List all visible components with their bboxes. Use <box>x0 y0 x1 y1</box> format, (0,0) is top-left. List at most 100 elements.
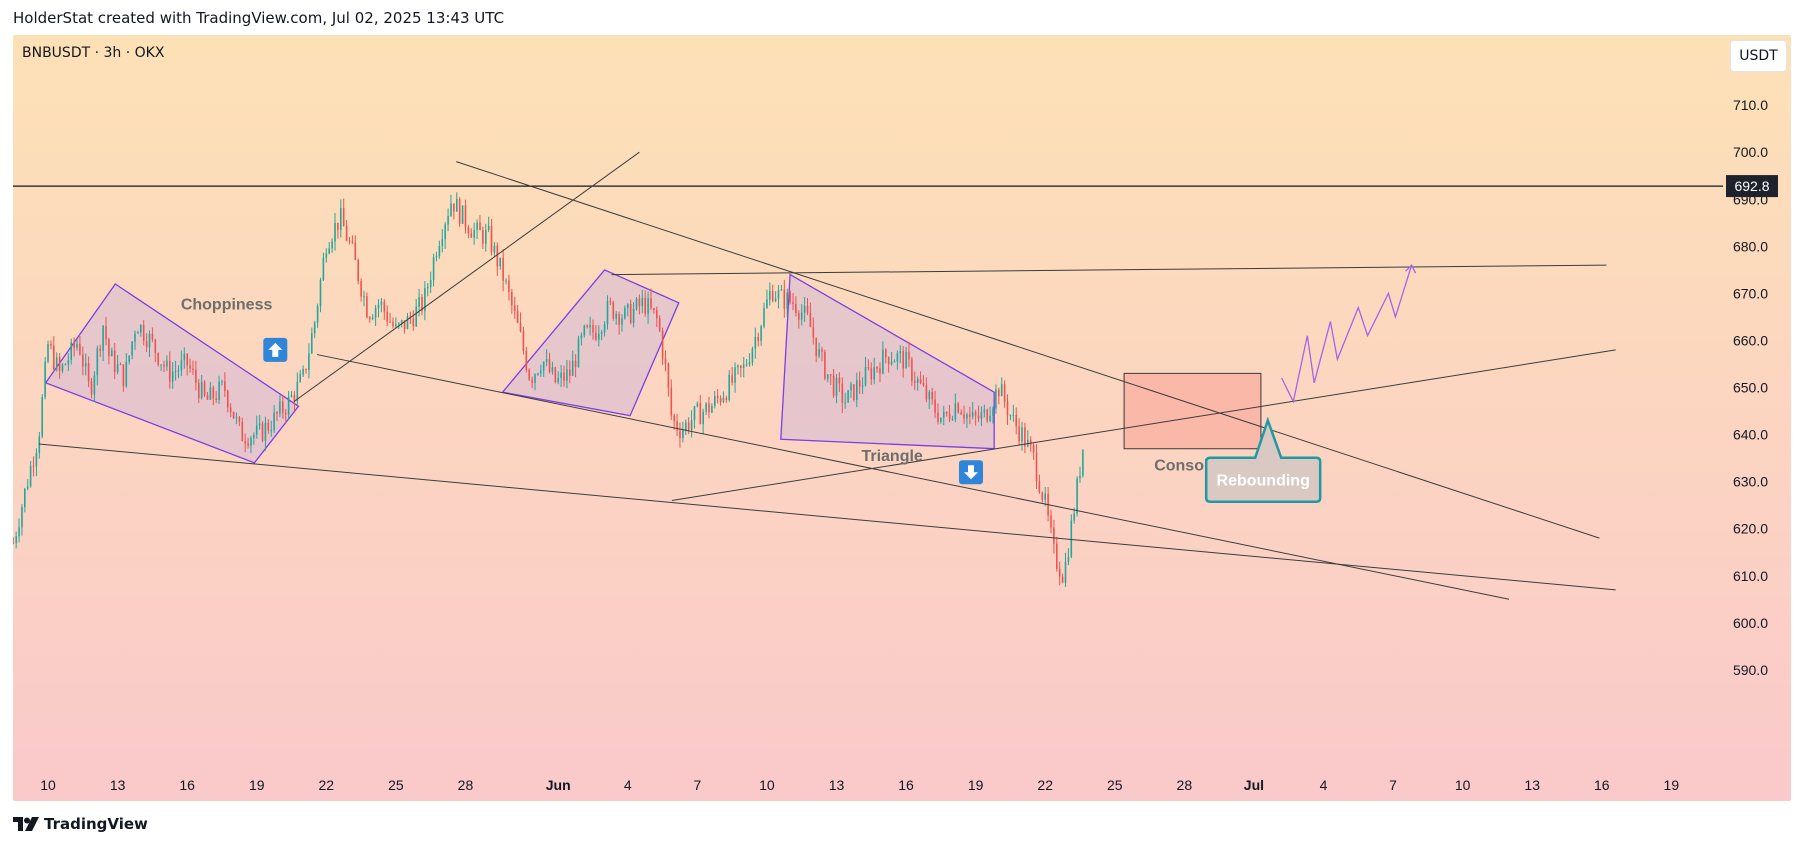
candle-body[interactable] <box>598 333 600 340</box>
candle-body[interactable] <box>563 372 565 381</box>
candle-body[interactable] <box>560 372 562 379</box>
candle-body[interactable] <box>716 396 719 398</box>
candle-body[interactable] <box>771 291 774 301</box>
signal-down-arrow-icon[interactable] <box>959 460 984 485</box>
candle-body[interactable] <box>348 240 351 242</box>
candle-body[interactable] <box>250 438 252 446</box>
candle-body[interactable] <box>270 430 272 432</box>
candle-body[interactable] <box>815 337 817 357</box>
candle-body[interactable] <box>195 369 197 383</box>
candle-body[interactable] <box>116 364 119 372</box>
candle-body[interactable] <box>540 370 542 374</box>
candle-body[interactable] <box>450 203 452 217</box>
candle-body[interactable] <box>641 297 644 307</box>
candle-body[interactable] <box>392 321 394 327</box>
candle-body[interactable] <box>232 411 235 419</box>
candle-body[interactable] <box>803 305 806 313</box>
candle-body[interactable] <box>554 367 557 383</box>
candle-body[interactable] <box>667 363 670 388</box>
candle-body[interactable] <box>522 331 525 351</box>
candle-body[interactable] <box>687 422 690 430</box>
candle-body[interactable] <box>383 301 386 312</box>
candle-body[interactable] <box>769 291 771 300</box>
candle-body[interactable] <box>615 313 617 319</box>
candle-body[interactable] <box>693 406 696 420</box>
candle-body[interactable] <box>154 339 157 354</box>
candle-body[interactable] <box>342 208 345 227</box>
candle-body[interactable] <box>267 422 270 431</box>
candle-body[interactable] <box>583 325 586 336</box>
candle-body[interactable] <box>363 296 365 298</box>
candle-body[interactable] <box>612 302 615 319</box>
candle-body[interactable] <box>203 381 206 396</box>
candle-body[interactable] <box>403 320 406 330</box>
candle-body[interactable] <box>824 351 826 379</box>
candle-body[interactable] <box>931 392 933 400</box>
candle-body[interactable] <box>189 365 191 369</box>
candle-body[interactable] <box>386 311 388 322</box>
candle-body[interactable] <box>490 225 493 253</box>
candle-body[interactable] <box>35 452 38 467</box>
candle-body[interactable] <box>882 349 884 374</box>
candle-body[interactable] <box>919 379 922 384</box>
candle-body[interactable] <box>632 308 635 324</box>
candle-body[interactable] <box>360 281 362 297</box>
candle-body[interactable] <box>960 412 962 415</box>
candle-body[interactable] <box>148 334 151 348</box>
candle-body[interactable] <box>354 242 357 260</box>
candle-body[interactable] <box>400 320 403 324</box>
candle-body[interactable] <box>235 417 238 419</box>
candle-body[interactable] <box>131 341 133 356</box>
candle-body[interactable] <box>905 351 907 369</box>
candle-body[interactable] <box>980 412 983 419</box>
candle-body[interactable] <box>977 415 980 419</box>
candle-body[interactable] <box>516 311 519 323</box>
candle-body[interactable] <box>137 332 139 334</box>
candle-body[interactable] <box>1076 478 1078 514</box>
candle-body[interactable] <box>670 387 673 416</box>
candle-body[interactable] <box>548 359 551 372</box>
candle-body[interactable] <box>702 411 704 425</box>
candle-body[interactable] <box>487 225 490 230</box>
candle-body[interactable] <box>537 373 539 375</box>
candle-body[interactable] <box>754 337 757 349</box>
candle-body[interactable] <box>742 364 745 369</box>
candle-body[interactable] <box>719 397 722 402</box>
candle-body[interactable] <box>99 348 101 351</box>
callout-rebounding[interactable] <box>1204 416 1322 503</box>
candle-body[interactable] <box>313 322 316 334</box>
candle-body[interactable] <box>345 226 348 241</box>
candle-body[interactable] <box>476 222 478 230</box>
candle-body[interactable] <box>777 290 780 299</box>
candle-body[interactable] <box>673 415 675 422</box>
candle-body[interactable] <box>534 374 536 384</box>
candle-body[interactable] <box>169 360 171 382</box>
candle-body[interactable] <box>992 408 994 416</box>
candle-body[interactable] <box>366 296 368 318</box>
candle-body[interactable] <box>58 357 61 371</box>
candle-body[interactable] <box>696 403 699 407</box>
candle-body[interactable] <box>847 390 849 403</box>
trendline[interactable] <box>456 161 1600 539</box>
candle-body[interactable] <box>922 383 925 386</box>
candle-body[interactable] <box>467 227 470 234</box>
candle-body[interactable] <box>61 364 64 371</box>
candle-body[interactable] <box>1041 492 1044 500</box>
candle-body[interactable] <box>209 387 212 400</box>
candle-body[interactable] <box>853 384 855 400</box>
candle-body[interactable] <box>279 401 281 414</box>
candle-body[interactable] <box>685 422 687 431</box>
trendline[interactable] <box>293 151 640 403</box>
candle-body[interactable] <box>737 365 739 368</box>
candle-body[interactable] <box>412 318 415 327</box>
candle-body[interactable] <box>986 409 988 421</box>
candle-body[interactable] <box>856 380 858 400</box>
candle-body[interactable] <box>287 396 290 415</box>
candle-body[interactable] <box>84 363 87 367</box>
candle-body[interactable] <box>1012 414 1015 416</box>
candle-body[interactable] <box>337 222 339 230</box>
candle-body[interactable] <box>751 348 754 363</box>
candle-body[interactable] <box>722 397 725 402</box>
candle-body[interactable] <box>893 361 896 363</box>
candle-body[interactable] <box>740 365 742 368</box>
